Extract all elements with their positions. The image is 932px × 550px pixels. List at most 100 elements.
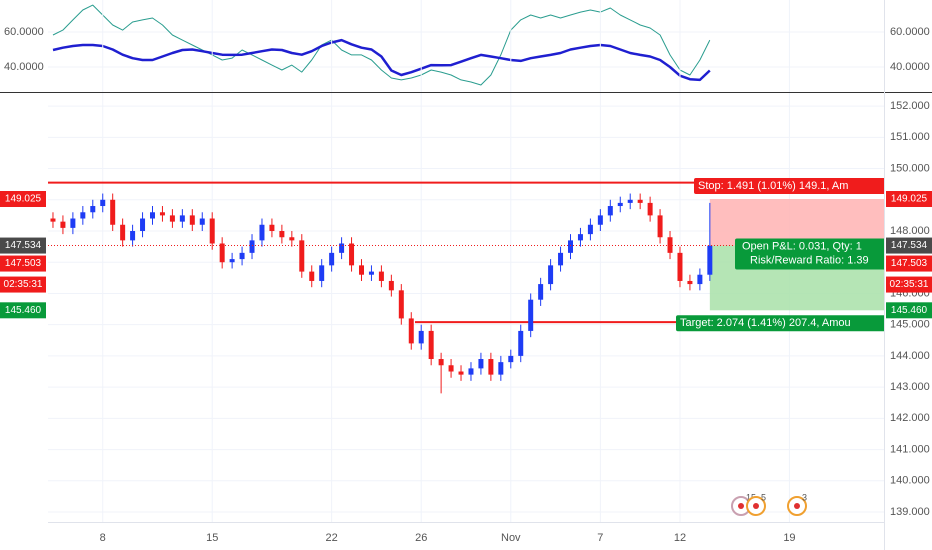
stop-zone (709, 199, 884, 246)
y-tick-label: 145.000 (890, 319, 930, 331)
event-badge-dot (794, 503, 800, 509)
price-tag: 147.534 (891, 240, 928, 251)
price-tag: 147.503 (891, 258, 928, 269)
x-tick-label: 7 (597, 532, 603, 544)
pnl-box (735, 238, 884, 270)
x-tick-label: Nov (501, 532, 521, 544)
candle-body (90, 206, 96, 213)
y-tick-label: 148.000 (890, 225, 930, 237)
candle-body (130, 231, 136, 241)
price-tag-box (886, 302, 932, 319)
pnl-label: Open P&L: 0.031, Qty: 1 (742, 240, 862, 252)
candle-body (697, 274, 703, 285)
y-tick-label: 140.000 (890, 475, 930, 487)
countdown-tag: 02:35:31 (890, 279, 929, 290)
candle-body (528, 299, 534, 331)
candle-body (169, 215, 175, 222)
candle-body (657, 215, 663, 238)
countdown-tag: 02:35:31 (4, 279, 43, 290)
y-tick-label: 144.000 (890, 350, 930, 362)
candle-body (279, 231, 285, 238)
candle-body (388, 280, 394, 291)
price-tag-box (0, 302, 46, 319)
x-tick-label: 22 (326, 532, 338, 544)
target-label-box (676, 315, 884, 332)
y-tick-label: 152.000 (890, 100, 930, 112)
candle-body (140, 218, 146, 232)
candle-body (80, 212, 86, 219)
price-tag: 145.460 (5, 305, 42, 316)
x-tick-label: 15 (206, 532, 218, 544)
price-tag: 145.460 (891, 305, 928, 316)
candle-body (100, 199, 106, 207)
x-tick-label: 8 (100, 532, 106, 544)
candle-body (289, 237, 295, 241)
candle-body (667, 237, 673, 253)
candle-body (60, 221, 66, 228)
candle-body (637, 199, 643, 203)
y-tick-label: 151.000 (890, 131, 930, 143)
price-tag-box (0, 255, 46, 272)
x-tick-label: 12 (674, 532, 686, 544)
candle-body (647, 202, 653, 216)
candle-body (418, 330, 424, 344)
y-tick-label: 142.000 (890, 412, 930, 424)
candle-body (558, 252, 564, 266)
candle-body (448, 365, 454, 372)
candle-body (488, 359, 494, 375)
x-tick-label: 19 (783, 532, 795, 544)
y-tick-label: 141.000 (890, 443, 930, 455)
candle-body (687, 280, 693, 285)
candle-body (368, 271, 374, 275)
y-tick-label: 40.0000 (4, 61, 44, 73)
x-tick-label: 26 (415, 532, 427, 544)
candle-body (299, 240, 305, 272)
candle-body (398, 290, 404, 319)
y-tick-label: 40.0000 (890, 61, 930, 73)
overlay: 60.0000 60.0000 40.0000 40.0000 139.000 140.0… (0, 26, 932, 544)
y-tick-label: 150.000 (890, 162, 930, 174)
price-tag: 147.534 (5, 240, 42, 251)
candle-body (50, 218, 56, 222)
price-tag-box (0, 191, 46, 208)
candle-body (408, 318, 414, 344)
candle-body (548, 265, 554, 285)
candle-body (150, 212, 155, 219)
candle-body (518, 330, 524, 356)
candle-body (458, 371, 464, 375)
candle-body (468, 368, 474, 375)
event-badge-count: 5 (761, 492, 766, 502)
event-badge-count: 3 (802, 492, 807, 502)
countdown-tag-box (886, 276, 932, 293)
candle-body (309, 271, 315, 281)
candle-body (508, 355, 514, 363)
candle-body (428, 330, 434, 360)
candle-body (329, 252, 335, 266)
price-tag-box (886, 191, 932, 208)
stop-label-box (694, 178, 884, 195)
candle-body (209, 218, 215, 244)
candle-body (577, 234, 583, 241)
candle-body (438, 359, 444, 366)
y-tick-label: 60.0000 (890, 26, 930, 38)
price-tag: 149.025 (891, 194, 928, 205)
candle-body (179, 215, 185, 222)
event-badge-dot (738, 503, 744, 509)
candle-body (478, 359, 484, 369)
candle-body (597, 215, 603, 225)
countdown-tag-box (0, 276, 46, 293)
event-badge-dot (753, 503, 759, 509)
candle-body (707, 245, 713, 275)
price-tag: 149.025 (5, 194, 42, 205)
candle-body (627, 199, 633, 203)
candle-body (319, 265, 325, 281)
candle-body (239, 252, 245, 260)
candle-body (199, 218, 205, 225)
y-tick-label: 143.000 (890, 381, 930, 393)
price-tag: 147.503 (5, 258, 42, 269)
ratio-label: Risk/Reward Ratio: 1.39 (750, 254, 869, 266)
candle-body (378, 271, 384, 281)
stop-label: Stop: 1.491 (1.01%) 149.1, Am (698, 180, 848, 192)
